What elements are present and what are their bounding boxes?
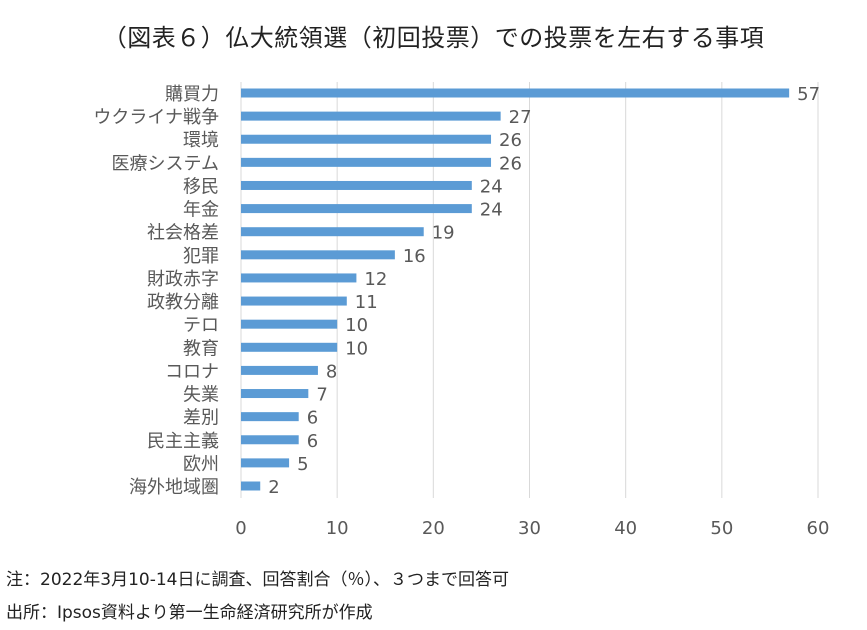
category-label: 差別 <box>183 408 219 429</box>
category-label: 失業 <box>183 385 219 406</box>
data-label: 5 <box>297 454 308 475</box>
category-label: 民主主義 <box>147 431 219 452</box>
data-label: 11 <box>355 292 378 313</box>
category-label: 政教分離 <box>147 292 219 313</box>
chart-title: （図表６）仏大統領選（初回投票）での投票を左右する事項 <box>102 24 765 52</box>
bar <box>241 180 472 190</box>
data-label: 26 <box>499 130 522 151</box>
data-label: 24 <box>480 176 503 197</box>
bar <box>241 111 501 121</box>
x-tick-label: 60 <box>807 518 830 539</box>
category-label: 社会格差 <box>147 223 219 244</box>
data-label: 6 <box>307 408 318 429</box>
bar <box>241 319 338 329</box>
category-label: 欧州 <box>183 454 219 475</box>
data-label: 2 <box>268 477 279 498</box>
data-label: 8 <box>326 361 337 382</box>
data-label: 10 <box>345 315 368 336</box>
x-tick-label: 40 <box>614 518 637 539</box>
data-label: 16 <box>403 246 426 267</box>
bar <box>241 157 492 167</box>
category-label: 環境 <box>183 130 219 151</box>
data-label: 12 <box>364 269 387 290</box>
data-label: 19 <box>432 223 455 244</box>
bar <box>241 342 338 352</box>
data-label: 7 <box>316 385 327 406</box>
bar <box>241 204 472 214</box>
x-tick-label: 30 <box>518 518 541 539</box>
category-label: ウクライナ戦争 <box>93 107 219 128</box>
bar <box>241 412 299 422</box>
category-label: 海外地域圏 <box>129 477 219 498</box>
category-label: 医療システム <box>112 153 219 174</box>
category-label: テロ <box>183 315 219 336</box>
category-label: 年金 <box>183 200 219 221</box>
bar <box>241 88 790 98</box>
category-label: 移民 <box>183 176 219 197</box>
bar <box>241 250 395 260</box>
category-label: 購買力 <box>165 84 219 105</box>
x-tick-label: 50 <box>710 518 733 539</box>
data-label: 10 <box>345 338 368 359</box>
bar <box>241 134 492 144</box>
category-label: 犯罪 <box>183 246 219 267</box>
category-label: コロナ <box>165 361 219 382</box>
data-label: 57 <box>797 84 820 105</box>
x-tick-label: 10 <box>326 518 349 539</box>
chart-source: 出所：Ipsos資料より第一生命経済研究所が作成 <box>6 603 373 623</box>
data-label: 6 <box>307 431 318 452</box>
chart-note: 注：2022年3月10-14日に調査、回答割合（％）、３つまで回答可 <box>6 570 509 590</box>
x-tick-label: 0 <box>235 518 246 539</box>
bar <box>241 296 347 306</box>
bar <box>241 273 357 283</box>
bar <box>241 458 290 468</box>
data-label: 26 <box>499 153 522 174</box>
bar <box>241 227 424 237</box>
data-label: 24 <box>480 200 503 221</box>
bar <box>241 365 318 375</box>
category-label: 教育 <box>183 338 219 359</box>
bar <box>241 389 309 399</box>
data-label: 27 <box>509 107 532 128</box>
x-tick-label: 20 <box>422 518 445 539</box>
category-label: 財政赤字 <box>147 269 219 290</box>
bar <box>241 481 261 491</box>
bar <box>241 435 299 445</box>
